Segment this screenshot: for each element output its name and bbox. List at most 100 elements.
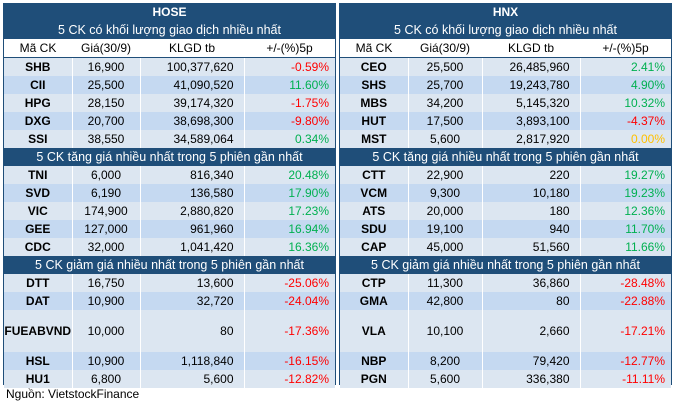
change-percent-cell: -4.37% xyxy=(580,112,672,130)
hose-table: HOSE 5 CK có khối lượng giao dịch nhiều n… xyxy=(4,4,336,388)
change-percent-cell: 0.00% xyxy=(580,130,672,148)
hose-section-volume: 5 CK có khối lượng giao dịch nhiều nhất xyxy=(4,21,336,39)
price-cell: 10,900 xyxy=(72,292,141,310)
hose-gainers-row: TNI 6,000 816,340 20.48% xyxy=(4,166,336,184)
price-cell: 32,000 xyxy=(72,238,141,256)
avg-volume-cell: 13,600 xyxy=(140,274,245,292)
price-cell: 20,000 xyxy=(408,202,483,220)
hose-gainers-row: VIC 174,900 2,880,820 17.23% xyxy=(4,202,336,220)
hose-exchange-title: HOSE xyxy=(4,4,336,21)
hnx-column-header-row: Mã CK Giá(30/9) KLGD tb +/-(%)5p xyxy=(340,39,672,58)
hnx-column-header: +/-(%)5p xyxy=(580,39,672,58)
avg-volume-cell: 34,589,064 xyxy=(140,130,245,148)
avg-volume-cell: 32,720 xyxy=(140,292,245,310)
hnx-gainers-row: CTT 22,900 220 19.27% xyxy=(340,166,672,184)
change-percent-cell: -28.48% xyxy=(580,274,672,292)
price-cell: 22,900 xyxy=(408,166,483,184)
hose-losers-row: DTT 16,750 13,600 -25.06% xyxy=(4,274,336,292)
hose-exchange-row: HOSE xyxy=(4,4,336,21)
change-percent-cell: -22.88% xyxy=(580,292,672,310)
ticker-code: HU1 xyxy=(4,370,73,388)
hose-gainers-row: GEE 127,000 961,960 16.94% xyxy=(4,220,336,238)
hnx-column-header: Giá(30/9) xyxy=(408,39,482,58)
ticker-code: CTP xyxy=(340,274,409,292)
ticker-code: SDU xyxy=(340,220,409,238)
avg-volume-cell: 136,580 xyxy=(140,184,245,202)
price-cell: 174,900 xyxy=(72,202,141,220)
hnx-section-volume: 5 CK có khối lượng giao dịch nhiều nhất xyxy=(340,21,672,39)
ticker-code: TNI xyxy=(4,166,73,184)
hnx-section-title-gainers: 5 CK tăng giá nhiều nhất trong 5 phiên g… xyxy=(340,148,672,166)
avg-volume-cell: 2,880,820 xyxy=(140,202,245,220)
hnx-column-header: Mã CK xyxy=(340,39,408,58)
change-percent-cell: -9.80% xyxy=(244,112,336,130)
hose-section-title-losers: 5 CK giảm giá nhiều nhất trong 5 phiên g… xyxy=(4,256,336,274)
price-cell: 17,500 xyxy=(408,112,483,130)
price-cell: 127,000 xyxy=(72,220,141,238)
ticker-code: DTT xyxy=(4,274,73,292)
source-note: Nguồn: VietstockFinance xyxy=(6,387,140,401)
hose-section-losers: 5 CK giảm giá nhiều nhất trong 5 phiên g… xyxy=(4,256,336,274)
price-cell: 25,500 xyxy=(72,76,141,94)
avg-volume-cell: 940 xyxy=(482,220,581,238)
avg-volume-cell: 36,860 xyxy=(482,274,581,292)
hose-column-header: Mã CK xyxy=(4,39,72,58)
price-cell: 19,100 xyxy=(408,220,483,238)
avg-volume-cell: 79,420 xyxy=(482,352,581,370)
price-cell: 20,700 xyxy=(72,112,141,130)
avg-volume-cell: 5,600 xyxy=(140,370,245,388)
change-percent-cell: -1.75% xyxy=(244,94,336,112)
hnx-volume-row: MBS 34,200 5,145,320 10.32% xyxy=(340,94,672,112)
price-cell: 45,000 xyxy=(408,238,483,256)
ticker-code: VCM xyxy=(340,184,409,202)
price-cell: 42,800 xyxy=(408,292,483,310)
ticker-code: MBS xyxy=(340,94,409,112)
hose-section-title-volume: 5 CK có khối lượng giao dịch nhiều nhất xyxy=(4,21,336,39)
price-cell: 5,600 xyxy=(408,370,483,388)
price-cell: 25,700 xyxy=(408,76,483,94)
ticker-code: CEO xyxy=(340,57,409,76)
avg-volume-cell: 41,090,520 xyxy=(140,76,245,94)
change-percent-cell: 12.36% xyxy=(580,202,672,220)
avg-volume-cell: 1,118,840 xyxy=(140,352,245,370)
ticker-code: CAP xyxy=(340,238,409,256)
ticker-code: CDC xyxy=(4,238,73,256)
ticker-code: ATS xyxy=(340,202,409,220)
avg-volume-cell: 336,380 xyxy=(482,370,581,388)
price-cell: 10,900 xyxy=(72,352,141,370)
avg-volume-cell: 2,817,920 xyxy=(482,130,581,148)
price-cell: 16,750 xyxy=(72,274,141,292)
ticker-code: FUEABVND xyxy=(4,310,73,352)
ticker-code: SHB xyxy=(4,57,73,76)
ticker-code: DAT xyxy=(4,292,73,310)
ticker-code: CII xyxy=(4,76,73,94)
avg-volume-cell: 10,180 xyxy=(482,184,581,202)
hnx-losers-row: VLA 10,100 2,660 -17.21% xyxy=(340,310,672,352)
change-percent-cell: 20.48% xyxy=(244,166,336,184)
hnx-table: HNX 5 CK có khối lượng giao dịch nhiều nh… xyxy=(340,4,672,388)
hose-losers-row: FUEABVND 10,000 80 -17.36% xyxy=(4,310,336,352)
price-cell: 10,000 xyxy=(72,310,141,352)
change-percent-cell: 16.36% xyxy=(244,238,336,256)
ticker-code: CTT xyxy=(340,166,409,184)
ticker-code: HUT xyxy=(340,112,409,130)
hnx-volume-row: CEO 25,500 26,485,960 2.41% xyxy=(340,57,672,76)
price-cell: 6,190 xyxy=(72,184,141,202)
change-percent-cell: -16.15% xyxy=(244,352,336,370)
ticker-code: GMA xyxy=(340,292,409,310)
hnx-section-title-volume: 5 CK có khối lượng giao dịch nhiều nhất xyxy=(340,21,672,39)
hose-column-header-row: Mã CK Giá(30/9) KLGD tb +/-(%)5p xyxy=(4,39,336,58)
hose-volume-row: SSI 38,550 34,589,064 0.34% xyxy=(4,130,336,148)
hose-losers-row: HU1 6,800 5,600 -12.82% xyxy=(4,370,336,388)
change-percent-cell: 11.70% xyxy=(580,220,672,238)
hose-gainers-row: CDC 32,000 1,041,420 16.36% xyxy=(4,238,336,256)
change-percent-cell: 11.60% xyxy=(244,76,336,94)
price-cell: 6,000 xyxy=(72,166,141,184)
hnx-gainers-row: CAP 45,000 51,560 11.66% xyxy=(340,238,672,256)
hnx-gainers-row: ATS 20,000 180 12.36% xyxy=(340,202,672,220)
ticker-code: DXG xyxy=(4,112,73,130)
change-percent-cell: 11.66% xyxy=(580,238,672,256)
price-cell: 6,800 xyxy=(72,370,141,388)
avg-volume-cell: 19,243,780 xyxy=(482,76,581,94)
price-cell: 28,150 xyxy=(72,94,141,112)
